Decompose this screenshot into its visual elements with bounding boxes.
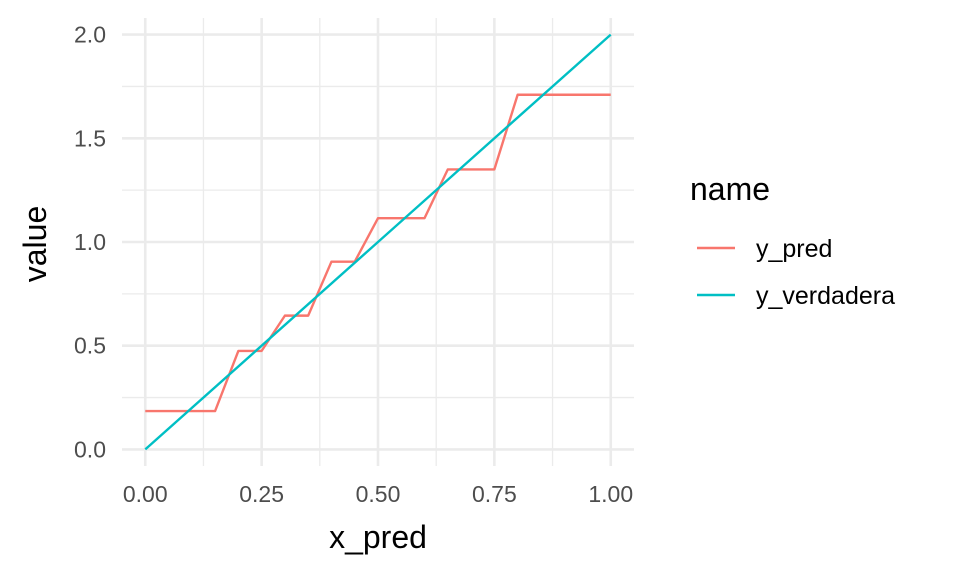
y-tick-label: 0.5	[74, 333, 106, 359]
y-tick-label: 2.0	[74, 22, 106, 48]
major-gridlines	[122, 18, 634, 466]
legend-label-y-pred: y_pred	[756, 235, 832, 263]
x-tick-label: 0.50	[356, 481, 401, 507]
x-tick-label: 1.00	[588, 481, 633, 507]
x-axis-ticks: 0.00 0.25 0.50 0.75 1.00	[123, 481, 633, 507]
x-tick-label: 0.75	[472, 481, 517, 507]
y-axis-ticks: 0.0 0.5 1.0 1.5 2.0	[74, 22, 106, 463]
y-tick-label: 0.0	[74, 436, 106, 462]
legend-label-y-verdadera: y_verdadera	[756, 282, 895, 310]
y-tick-label: 1.0	[74, 229, 106, 255]
y-axis-title: value	[17, 206, 53, 283]
x-tick-label: 0.25	[239, 481, 284, 507]
x-axis-title: x_pred	[329, 519, 427, 555]
legend-title: name	[690, 171, 770, 207]
series-line-y-pred	[145, 93, 611, 413]
x-tick-label: 0.00	[123, 481, 168, 507]
plot-panel	[122, 18, 634, 466]
y-tick-label: 1.5	[74, 125, 106, 151]
series-line-y-verdadera	[144, 33, 612, 451]
series-lines	[144, 33, 612, 451]
legend: name y_pred y_verdadera	[690, 171, 895, 310]
